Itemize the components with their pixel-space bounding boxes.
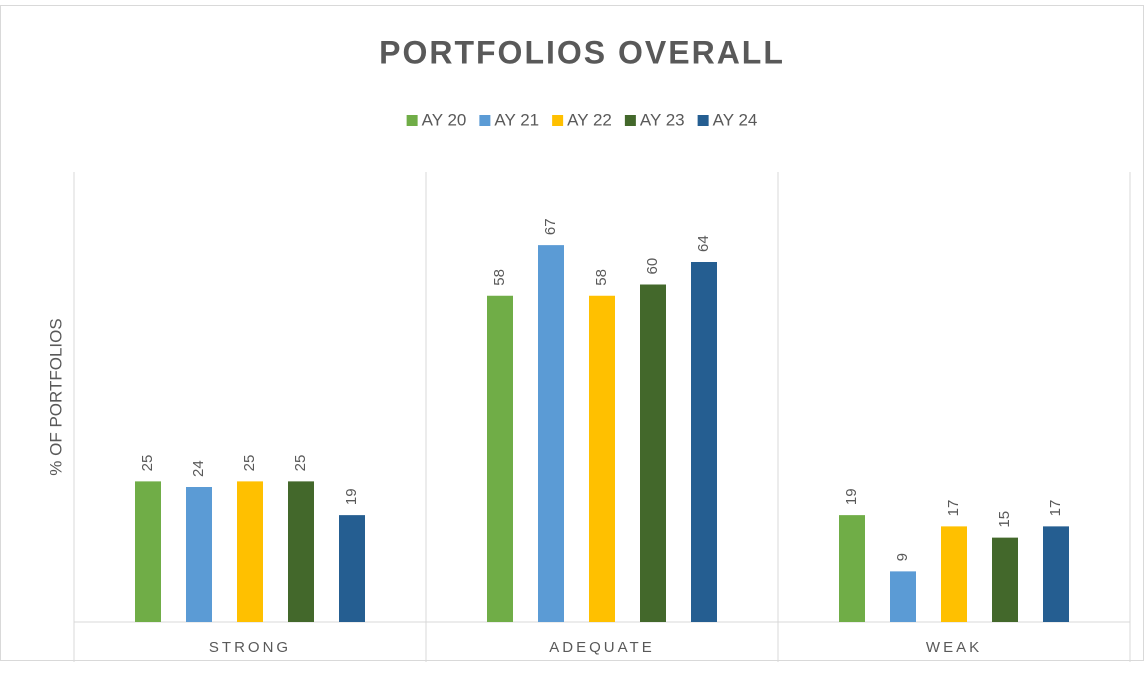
data-label: 60 bbox=[644, 258, 661, 275]
bar bbox=[538, 245, 564, 622]
bar bbox=[640, 284, 666, 622]
bar bbox=[589, 295, 615, 622]
bar bbox=[1043, 526, 1069, 622]
bar bbox=[941, 526, 967, 622]
legend-swatch bbox=[406, 115, 418, 126]
legend-label: AY 24 bbox=[713, 110, 758, 129]
bar bbox=[339, 515, 365, 622]
data-label: 67 bbox=[542, 218, 559, 235]
data-label: 25 bbox=[139, 455, 156, 472]
data-label: 64 bbox=[695, 235, 712, 252]
legend-label: AY 20 bbox=[422, 110, 467, 129]
data-label: 25 bbox=[292, 455, 309, 472]
bar bbox=[186, 487, 212, 622]
bar bbox=[691, 262, 717, 622]
data-label: 58 bbox=[593, 269, 610, 286]
legend-swatch bbox=[624, 115, 636, 126]
legend-label: AY 23 bbox=[640, 110, 685, 129]
bar bbox=[839, 515, 865, 622]
data-label: 24 bbox=[190, 460, 207, 477]
data-label: 9 bbox=[894, 553, 911, 561]
x-tick-label: ADEQUATE bbox=[549, 639, 654, 656]
data-label: 17 bbox=[1047, 500, 1064, 517]
y-axis-label: % OF PORTFOLIOS bbox=[46, 318, 65, 475]
data-label: 17 bbox=[945, 500, 962, 517]
data-label: 19 bbox=[343, 488, 360, 505]
data-label: 25 bbox=[241, 455, 258, 472]
legend-swatch bbox=[552, 115, 564, 126]
legend-swatch bbox=[697, 115, 709, 126]
data-label: 19 bbox=[843, 488, 860, 505]
bar bbox=[487, 295, 513, 622]
legend-label: AY 21 bbox=[494, 110, 539, 129]
bar bbox=[237, 481, 263, 622]
data-label: 15 bbox=[996, 511, 1013, 528]
legend-label: AY 22 bbox=[567, 110, 612, 129]
chart-border bbox=[0, 5, 1144, 661]
bar bbox=[288, 481, 314, 622]
x-tick-label: WEAK bbox=[926, 639, 982, 656]
chart-title: PORTFOLIOS OVERALL bbox=[379, 34, 785, 70]
data-label: 58 bbox=[491, 269, 508, 286]
bar bbox=[890, 571, 916, 622]
bar bbox=[135, 481, 161, 622]
x-tick-label: STRONG bbox=[209, 639, 291, 656]
legend-swatch bbox=[479, 115, 491, 126]
bar bbox=[992, 537, 1018, 622]
